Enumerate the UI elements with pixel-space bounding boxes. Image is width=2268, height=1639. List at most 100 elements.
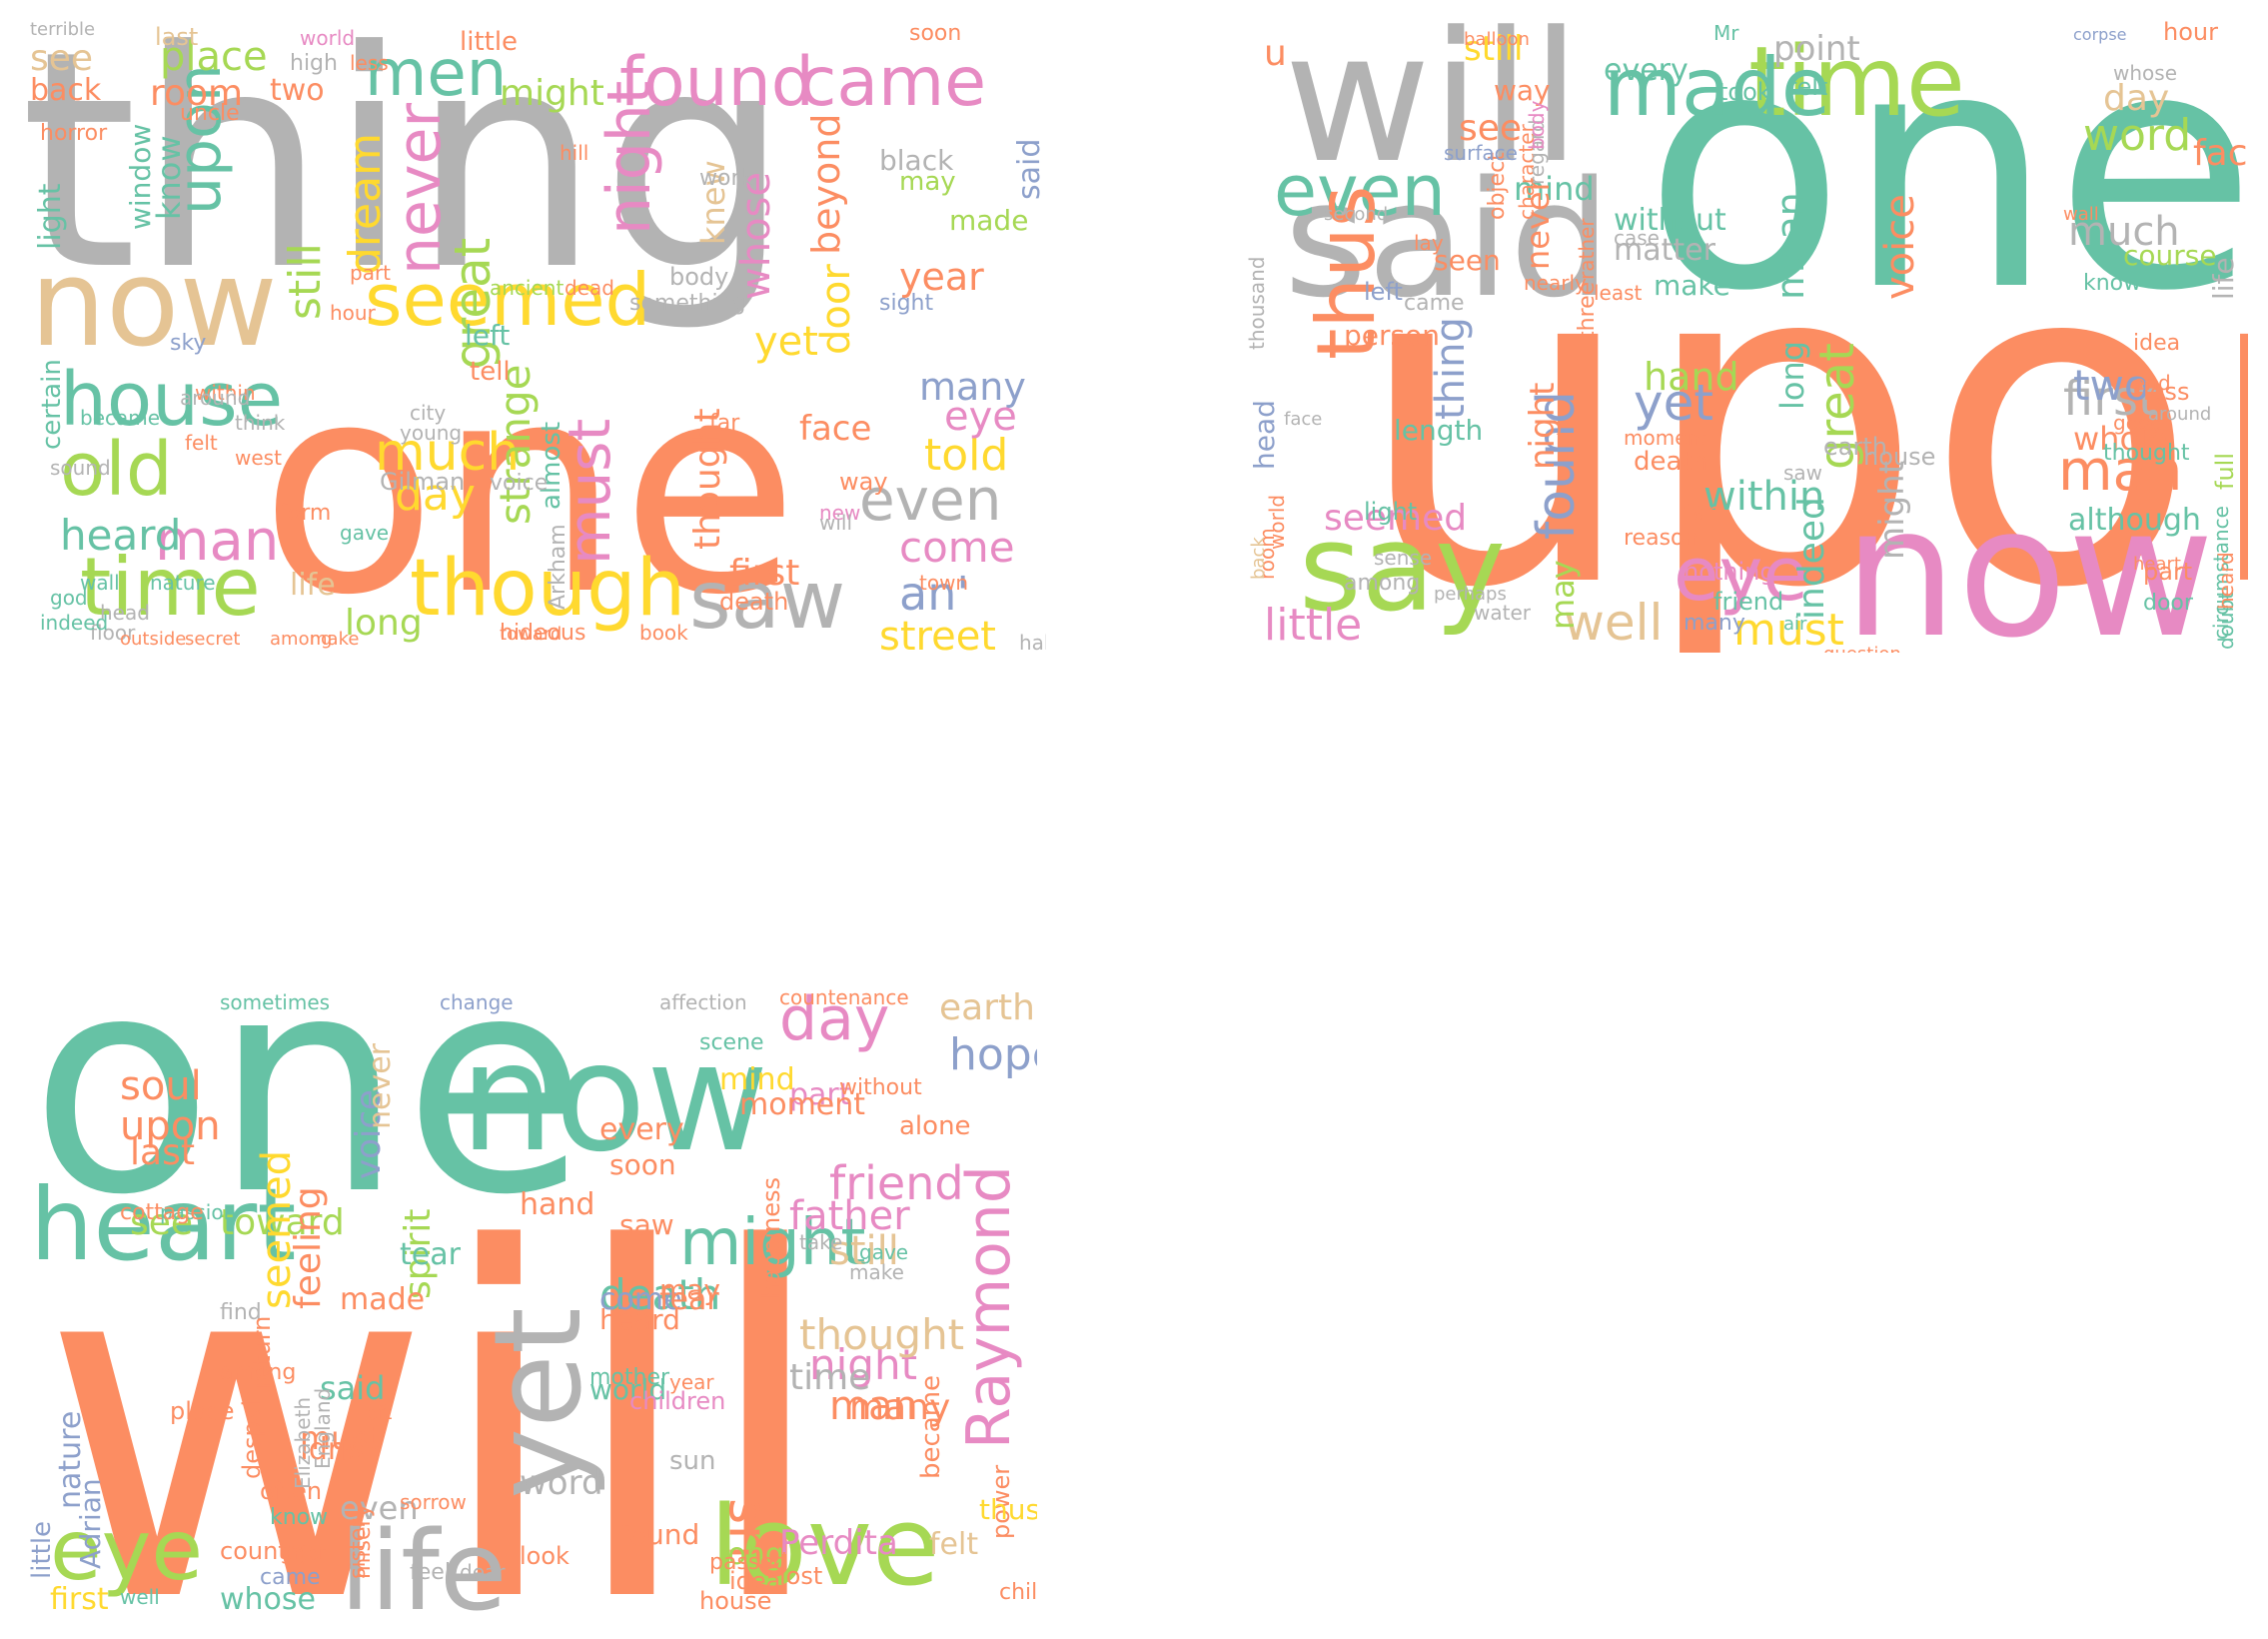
- word-certain: certain: [37, 359, 67, 450]
- word-power: power: [987, 1465, 1015, 1539]
- word-horror: horror: [40, 121, 108, 146]
- word-cottage: cottage: [120, 1200, 204, 1225]
- word-life: life: [290, 568, 336, 603]
- word-young: young: [400, 421, 462, 445]
- word-back: back: [30, 73, 102, 108]
- word-heart: heart: [2133, 554, 2181, 575]
- word-indeed: indeed: [40, 611, 108, 635]
- word-many: many: [919, 365, 1026, 409]
- word-scene: scene: [699, 1030, 764, 1055]
- word-character: character: [1515, 123, 1539, 220]
- word-became: became: [80, 406, 160, 430]
- word-within: within: [1703, 474, 1824, 520]
- word-adrian: Adrian: [74, 1478, 107, 1569]
- word-balloon: balloon: [1464, 29, 1530, 50]
- word-old: old: [60, 427, 173, 513]
- word-first: first: [50, 1582, 109, 1617]
- word-among: among: [220, 1360, 296, 1385]
- word-upon: upon: [1354, 163, 2248, 653]
- word-less: less: [2143, 378, 2189, 406]
- word-hill: hill: [560, 141, 588, 165]
- word-rather: rather: [1575, 218, 1599, 280]
- word-regard: regard: [1525, 119, 1549, 185]
- word-light: light: [33, 183, 68, 250]
- word-doubt: doubt: [2214, 592, 2238, 650]
- word-fact: fact: [2193, 133, 2248, 174]
- word-second: second: [1324, 204, 1388, 225]
- word-voice: voice: [1877, 194, 1923, 300]
- word-happiness: happiness: [757, 1177, 785, 1299]
- word-see: see: [30, 38, 93, 79]
- word-year: year: [899, 255, 984, 299]
- word-elizabeth: Elizabeth: [291, 1397, 315, 1489]
- word-seemed: seemed: [1324, 498, 1467, 539]
- word-last: last: [155, 23, 198, 51]
- word-hideous: hideous: [500, 621, 585, 646]
- word-must: must: [556, 419, 623, 565]
- word-thought: thought: [799, 1310, 964, 1359]
- word-thought: thought: [2103, 441, 2190, 466]
- word-way: way: [1494, 74, 1551, 107]
- word-eye: eye: [50, 1501, 203, 1599]
- word-two: two: [270, 73, 325, 108]
- word-one: one: [260, 322, 799, 653]
- word-felt: felt: [185, 431, 218, 455]
- word-sound: sound: [50, 456, 111, 480]
- word-even: even: [340, 1489, 419, 1527]
- word-know: know: [2083, 271, 2141, 296]
- word-almost: almost: [537, 422, 567, 510]
- word-indeed: indeed: [1791, 497, 1832, 620]
- word-place: place: [170, 1397, 235, 1425]
- word-child: child: [999, 1580, 1037, 1605]
- word-day: day: [395, 470, 476, 521]
- word-gave: gave: [340, 521, 389, 545]
- word-full: full: [2211, 453, 2239, 490]
- word-never: never: [1519, 177, 1557, 270]
- word-mind: mind: [1514, 170, 1595, 208]
- word-hour: hour: [330, 301, 377, 325]
- word-look: look: [520, 1542, 569, 1570]
- word-seen: seen: [1434, 244, 1501, 277]
- word-man: man: [829, 1383, 918, 1429]
- word-now: now: [1843, 469, 2214, 653]
- word-thus: thus: [1300, 186, 1393, 360]
- word-even: even: [1274, 150, 1446, 232]
- word-wall: wall: [2063, 204, 2099, 225]
- word-time: time: [1748, 26, 1965, 138]
- word-high: high: [290, 51, 338, 76]
- word-face: face: [799, 409, 871, 449]
- word-return: return: [248, 1316, 276, 1389]
- word-never: never: [363, 1042, 398, 1129]
- word-man: man: [155, 509, 279, 574]
- word-soon: soon: [909, 21, 961, 46]
- word-among: among: [270, 629, 332, 650]
- word-night: night: [809, 1340, 917, 1389]
- word-wall: wall: [80, 571, 120, 595]
- word-every: every: [1604, 53, 1689, 88]
- word-might: might: [500, 73, 604, 114]
- word-light: light: [1364, 498, 1417, 526]
- word-whose: whose: [2113, 61, 2177, 85]
- word-voice: voice: [349, 1089, 389, 1179]
- word-strange: strange: [491, 365, 540, 525]
- word-first: first: [729, 553, 799, 594]
- word-still: still: [1464, 29, 1523, 69]
- word-half: half: [1019, 631, 1046, 653]
- word-object: object: [1485, 152, 1510, 220]
- word-grief: grief: [280, 1540, 327, 1564]
- word-made: made: [340, 1282, 425, 1317]
- word-last: last: [130, 1132, 195, 1173]
- word-body: body: [1525, 100, 1549, 150]
- word-little: little: [27, 1521, 57, 1579]
- word-room: room: [1255, 528, 1279, 580]
- word-lost: lost: [779, 1562, 822, 1590]
- word-may: may: [899, 167, 956, 197]
- word-face: face: [1284, 409, 1322, 430]
- word-sometimes: sometimes: [220, 990, 330, 1014]
- word-back: back: [1248, 537, 1269, 580]
- word-us: us: [709, 1497, 772, 1559]
- word-came: came: [260, 1565, 321, 1590]
- word-death: death: [1634, 447, 1708, 477]
- word-book: book: [639, 621, 688, 645]
